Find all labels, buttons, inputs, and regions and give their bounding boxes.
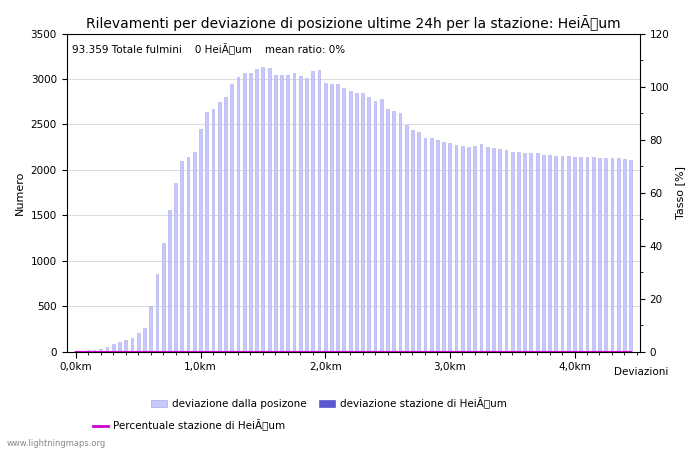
Bar [610,158,613,351]
Bar [99,349,102,351]
Bar [230,85,233,351]
Bar [473,146,476,351]
Bar [398,112,401,351]
Bar [93,350,96,351]
Bar [118,342,121,351]
Bar [237,77,239,351]
Bar [424,138,426,351]
Bar [467,147,470,351]
Bar [256,69,258,351]
Bar [430,138,433,351]
Bar [243,73,246,351]
Bar [205,112,208,351]
Bar [181,161,183,351]
Legend: deviazione dalla posizone, deviazione stazione di HeiÃum: deviazione dalla posizone, deviazione st… [147,393,511,413]
Bar [193,152,196,351]
Bar [374,101,377,351]
Y-axis label: Tasso [%]: Tasso [%] [675,166,685,219]
Legend: Percentuale stazione di HeiÃum: Percentuale stazione di HeiÃum [88,416,290,436]
Bar [548,155,551,351]
Bar [312,71,314,351]
Bar [336,85,339,351]
Bar [286,75,289,351]
Bar [280,75,283,351]
Bar [136,333,139,351]
Bar [573,157,576,351]
Bar [436,140,439,351]
Bar [318,70,321,351]
Bar [455,145,458,351]
Bar [417,132,420,351]
Bar [143,328,146,351]
Bar [498,149,501,351]
Bar [87,350,90,351]
Bar [480,144,482,351]
Bar [554,156,557,351]
Bar [174,184,177,351]
Bar [598,158,601,351]
Bar [342,88,345,351]
Bar [168,210,171,351]
Bar [324,84,327,351]
Bar [218,102,220,351]
Bar [529,153,532,351]
Bar [274,75,276,351]
Bar [330,85,332,351]
Bar [349,91,351,351]
Bar [561,156,564,351]
Bar [411,130,414,351]
Text: www.lightningmaps.org: www.lightningmaps.org [7,439,106,448]
Bar [125,340,127,351]
Bar [542,155,545,351]
Text: Deviazioni: Deviazioni [614,367,668,377]
Y-axis label: Numero: Numero [15,171,25,215]
Title: Rilevamenti per deviazione di posizione ultime 24h per la stazione: HeiÃum: Rilevamenti per deviazione di posizione … [86,15,621,31]
Bar [536,153,538,351]
Bar [211,109,214,351]
Bar [629,160,632,351]
Bar [393,111,395,351]
Bar [305,78,308,351]
Bar [580,157,582,351]
Bar [604,158,607,351]
Bar [442,142,445,351]
Bar [617,158,620,351]
Bar [355,93,358,351]
Bar [449,143,452,351]
Bar [162,243,164,351]
Bar [262,67,265,351]
Bar [299,76,302,351]
Bar [131,338,134,351]
Bar [155,274,158,351]
Bar [517,152,520,351]
Bar [112,344,115,351]
Bar [249,72,252,351]
Bar [199,129,202,351]
Bar [380,99,383,351]
Bar [623,159,626,351]
Bar [505,150,508,351]
Bar [524,153,526,351]
Bar [492,148,495,351]
Bar [361,94,364,351]
Bar [224,97,227,351]
Text: 93.359 Totale fulmini    0 HeiÃum    mean ratio: 0%: 93.359 Totale fulmini 0 HeiÃum mean rat… [72,43,345,55]
Bar [592,157,594,351]
Bar [511,152,514,351]
Bar [386,109,389,351]
Bar [267,68,270,351]
Bar [149,306,152,351]
Bar [586,157,589,351]
Bar [293,73,295,351]
Bar [187,157,190,351]
Bar [405,125,407,351]
Bar [567,156,570,351]
Bar [106,347,108,351]
Bar [368,97,370,351]
Bar [486,147,489,351]
Bar [461,146,463,351]
